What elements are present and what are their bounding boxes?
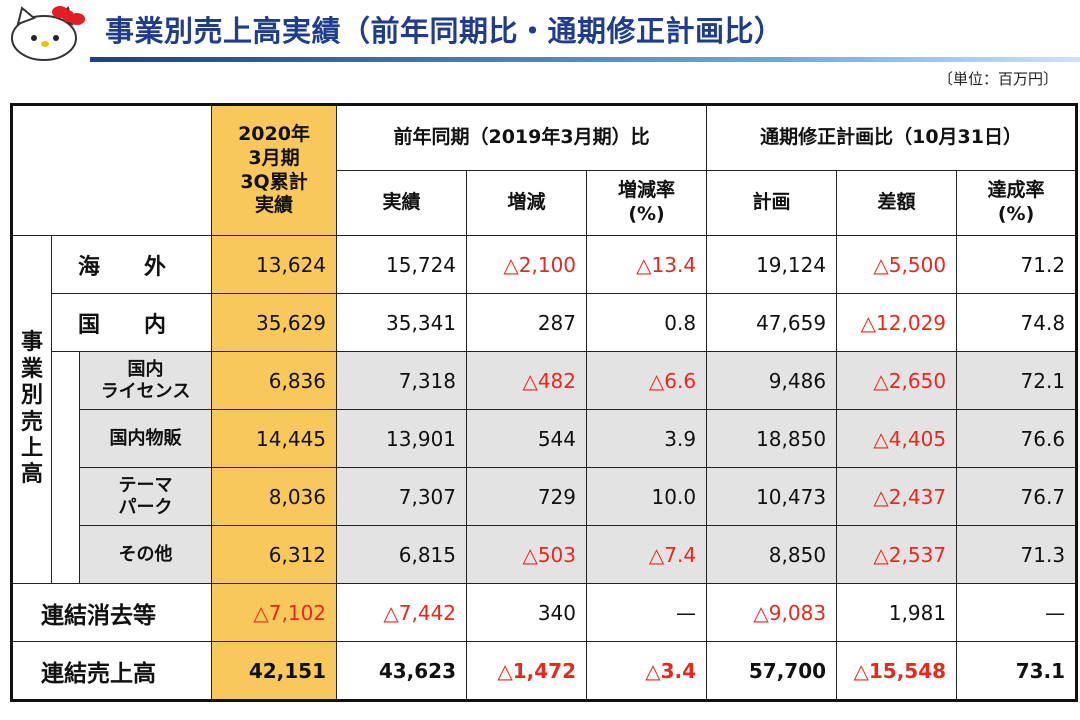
table-row: テーマ パーク 8,036 7,307 729 10.0 10,473 △2,437 76.7	[12, 467, 1078, 526]
value-cell: 729	[466, 467, 588, 526]
value-cell: 76.7	[956, 467, 1078, 526]
row-label: 連結消去等	[10, 583, 213, 642]
corner-cell	[10, 104, 213, 236]
value-cell: 6,312	[211, 525, 338, 584]
value-cell: 7,307	[336, 467, 468, 526]
table-row: その他 6,312 6,815 △503 △7.4 8,850 △2,537 71.3	[12, 525, 1078, 584]
value-cell: △5,500	[836, 235, 958, 294]
value-cell: 9,486	[706, 351, 838, 410]
value-cell: △3.4	[586, 641, 708, 701]
value-cell: —	[956, 583, 1078, 642]
table-row: 実績 増減 増減率 (%) 計画 差額 達成率 (%)	[12, 170, 1078, 236]
value-cell: 76.6	[956, 409, 1078, 468]
table-row: 連結売上高 42,151 43,623 △1,472 △3.4 57,700 △15,548…	[10, 641, 1078, 701]
row-label: 連結売上高	[10, 641, 213, 701]
value-cell: △2,100	[466, 235, 588, 294]
row-label: 国内物販	[78, 409, 213, 468]
value-cell: △482	[466, 351, 588, 410]
value-cell: △7,442	[336, 583, 468, 642]
value-cell: 10,473	[706, 467, 838, 526]
row-label: 国内 ライセンス	[78, 351, 213, 410]
table-row: 国 内 35,629 35,341 287 0.8 47,659 △12,029 74.8	[12, 293, 1078, 352]
value-cell: 544	[466, 409, 588, 468]
value-cell: △4,405	[836, 409, 958, 468]
value-cell: 10.0	[586, 467, 708, 526]
value-cell: 19,124	[706, 235, 838, 294]
value-cell: △2,650	[836, 351, 958, 410]
value-cell: 18,850	[706, 409, 838, 468]
mascot-icon	[11, 6, 85, 61]
row-label: 国 内	[50, 293, 213, 352]
column-header: 増減率 (%)	[586, 170, 708, 236]
value-cell: 35,341	[336, 293, 468, 352]
value-cell: 43,623	[336, 641, 468, 701]
column-header: 達成率 (%)	[956, 170, 1078, 236]
value-cell: △15,548	[836, 641, 958, 701]
table-row: 事 業 別 売 上 高海 外 13,624 15,724 △2,100 △13.4 19,…	[11, 235, 1078, 584]
table-row: 国内 ライセンス 6,836 7,318 △482 △6.6 9,486 △2,650 72.…	[12, 351, 1078, 584]
side-label: 事 業 別 売 上 高	[11, 235, 52, 584]
value-cell: 13,624	[211, 235, 338, 294]
value-cell: △2,437	[836, 467, 958, 526]
value-cell: △2,537	[836, 525, 958, 584]
value-cell: 71.2	[956, 235, 1078, 294]
indent-cell	[51, 351, 80, 584]
value-cell: 71.3	[956, 525, 1078, 584]
row-label: その他	[78, 525, 213, 584]
value-cell: △6.6	[586, 351, 708, 410]
column-header: 増減	[466, 170, 588, 236]
value-cell: 72.1	[956, 351, 1078, 410]
value-cell: 340	[466, 583, 588, 642]
value-cell: △7,102	[211, 583, 338, 642]
group-header: 通期修正計画比（10月31日）	[706, 104, 1078, 171]
value-cell: 8,036	[211, 467, 338, 526]
value-cell: 0.8	[586, 293, 708, 352]
value-cell: 35,629	[211, 293, 338, 352]
value-cell: 1,981	[836, 583, 958, 642]
current-header: 2020年 3月期 3Q累計 実績	[211, 104, 338, 236]
row-label: 海 外	[50, 235, 213, 294]
value-cell: 6,836	[211, 351, 338, 410]
value-cell: △12,029	[836, 293, 958, 352]
table-row: 2020年 3月期 3Q累計 実績 前年同期（2019年3月期）比 通期修正計画比（…	[10, 104, 1078, 236]
value-cell: 3.9	[586, 409, 708, 468]
value-cell: 73.1	[956, 641, 1078, 701]
unit-label: 〔単位：百万円〕	[937, 70, 1058, 88]
group-header: 前年同期（2019年3月期）比	[336, 104, 708, 171]
row-label: テーマ パーク	[78, 467, 213, 526]
value-cell: 6,815	[336, 525, 468, 584]
title: 事業別売上高実績（前年同期比・通期修正計画比）	[105, 14, 784, 48]
table-row: 国内物販 14,445 13,901 544 3.9 18,850 △4,405 76.6	[12, 409, 1078, 468]
title-underline	[90, 57, 1080, 62]
value-cell: 8,850	[706, 525, 838, 584]
column-header: 計画	[706, 170, 838, 236]
value-cell: 7,318	[336, 351, 468, 410]
value-cell: —	[586, 583, 708, 642]
value-cell: 14,445	[211, 409, 338, 468]
value-cell: 13,901	[336, 409, 468, 468]
value-cell: △503	[466, 525, 588, 584]
value-cell: 15,724	[336, 235, 468, 294]
column-header: 差額	[836, 170, 958, 236]
column-header: 実績	[336, 170, 468, 236]
value-cell: △9,083	[706, 583, 838, 642]
value-cell: 42,151	[211, 641, 338, 701]
value-cell: 74.8	[956, 293, 1078, 352]
table-row: 連結消去等 △7,102 △7,442 340— △9,083 1,981—	[10, 583, 1078, 642]
value-cell: 57,700	[706, 641, 838, 701]
results-table: 2020年 3月期 3Q累計 実績 前年同期（2019年3月期）比 通期修正計画比（…	[10, 103, 1079, 702]
value-cell: △13.4	[586, 235, 708, 294]
value-cell: 287	[466, 293, 588, 352]
value-cell: △1,472	[466, 641, 588, 701]
value-cell: 47,659	[706, 293, 838, 352]
value-cell: △7.4	[586, 525, 708, 584]
